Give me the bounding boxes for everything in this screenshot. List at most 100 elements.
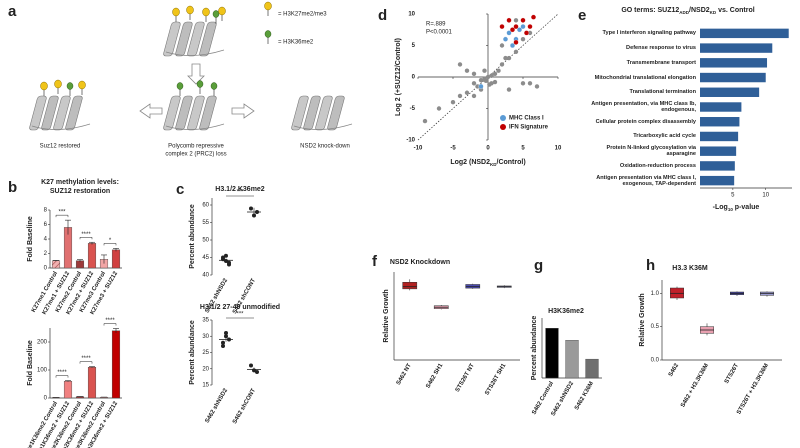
x-tick-label: 0 — [486, 146, 490, 152]
x-tick-label: 10 — [762, 193, 769, 199]
data-point — [506, 30, 512, 36]
data-point — [224, 253, 228, 258]
category-label: Antigen presentation, via MHC class Ib, … — [591, 101, 696, 114]
data-point — [475, 84, 480, 89]
y-axis-label: Fold Baseline — [27, 340, 34, 386]
y-tick-label: 55 — [202, 220, 209, 226]
data-point — [221, 344, 225, 348]
data-point — [464, 90, 470, 95]
data-point — [464, 68, 470, 73]
data-point — [492, 79, 498, 85]
data-point — [509, 42, 516, 49]
y-axis-label: Percent abundance — [189, 204, 196, 269]
significance-bracket — [79, 361, 93, 364]
significance-label: **** — [81, 356, 91, 362]
data-point — [482, 68, 487, 73]
x-tick-label: -10 — [414, 146, 423, 152]
x-tick-label: S462 — [668, 362, 681, 378]
y-tick-label: 10 — [408, 12, 415, 18]
panel-letter: f — [372, 253, 378, 270]
chart-title: NSD2 Knockdown — [390, 259, 450, 266]
data-point — [255, 370, 259, 374]
bar — [87, 243, 97, 269]
data-point — [527, 81, 533, 86]
data-point — [506, 87, 512, 92]
label-part: ADD — [679, 10, 689, 15]
bar — [700, 43, 773, 53]
bar — [700, 72, 766, 83]
category-label: Cellular protein complex disassembly — [595, 118, 696, 125]
y-tick-label: 5 — [412, 43, 416, 49]
data-point — [436, 106, 442, 111]
y-tick-label: 15 — [202, 383, 209, 389]
label-part: vs. Control — [716, 7, 755, 14]
label: Log2 (NSD2KD/Control) — [450, 159, 525, 167]
x-tick-label: STS26T — [724, 363, 740, 385]
box — [402, 282, 418, 290]
legend-label: = H3K27me2/me3 — [278, 12, 327, 18]
panel-letter: a — [8, 3, 17, 20]
data-point — [492, 71, 498, 77]
legend-marker — [500, 115, 506, 121]
data-point — [483, 78, 489, 83]
y-tick-label: 0.0 — [651, 358, 660, 364]
data-point — [457, 93, 463, 99]
panel-letter: d — [378, 7, 387, 24]
panel-letter: c — [176, 181, 184, 198]
label-part: KD — [490, 162, 497, 167]
label-part: /Control) — [497, 159, 526, 166]
y-axis-label: Relative Growth — [383, 289, 390, 342]
bar — [87, 367, 97, 399]
y-tick-label: 20 — [202, 366, 209, 372]
label-part: 10 — [728, 207, 734, 212]
data-point — [513, 49, 519, 54]
data-point — [513, 18, 519, 23]
data-point — [499, 62, 505, 67]
y-tick-label: -10 — [406, 138, 415, 144]
data-point — [520, 17, 526, 23]
y-tick-label: 0 — [44, 396, 48, 402]
data-point — [530, 14, 537, 20]
data-point — [221, 340, 225, 345]
data-point — [520, 24, 526, 30]
label: GO terms: SUZ12ADD/NSD2KD vs. Control — [621, 7, 754, 15]
data-point — [471, 81, 477, 86]
data-point — [506, 17, 512, 23]
state-label: NSD2 knock-down — [300, 144, 350, 150]
x-tick-label: 5 — [521, 146, 525, 152]
diagram: = H3K27me2/me3 = H3K36me2 Suz12 restored… — [28, 1, 353, 158]
data-point — [523, 30, 530, 36]
data-point — [485, 74, 491, 80]
x-tick-label: 10 — [555, 146, 562, 152]
data-point — [489, 73, 494, 78]
x-tick-label: S462 shCONT — [232, 388, 257, 426]
panel-letter: b — [8, 179, 17, 196]
bar — [700, 58, 768, 68]
y-axis-label: Percent abundance — [531, 316, 538, 381]
label: -Log10 p-value — [713, 204, 760, 212]
bar — [700, 117, 740, 127]
x-tick-label: 5 — [731, 193, 735, 199]
annotation: R=.889 — [426, 22, 446, 28]
significance-bracket — [55, 375, 69, 378]
x-tick-label: STS26T SH1 — [484, 362, 507, 396]
data-point — [513, 24, 519, 30]
significance-label: *** — [58, 210, 66, 216]
significance-bracket — [55, 214, 69, 218]
x-tick-label: -5 — [450, 146, 456, 152]
y-tick-label: 100 — [37, 368, 48, 374]
legend-label: MHC Class I — [509, 116, 544, 122]
data-point — [224, 334, 228, 339]
bar — [111, 330, 121, 399]
category-label: Translational termination — [629, 89, 696, 96]
x-tick-label: S462 NT — [396, 363, 413, 387]
bar — [700, 131, 739, 142]
y-tick-label: 4 — [44, 237, 48, 243]
data-point — [527, 24, 533, 30]
chart-title: SUZ12 restoration — [50, 188, 110, 195]
category-label: Type I interferon signaling pathway — [602, 30, 696, 37]
bar — [585, 358, 599, 379]
chart-title: K27 methylation levels: — [41, 179, 119, 186]
label-part: Log2 (NSD2 — [450, 159, 490, 166]
category-label: Mitochondrial translational elongation — [594, 74, 696, 81]
